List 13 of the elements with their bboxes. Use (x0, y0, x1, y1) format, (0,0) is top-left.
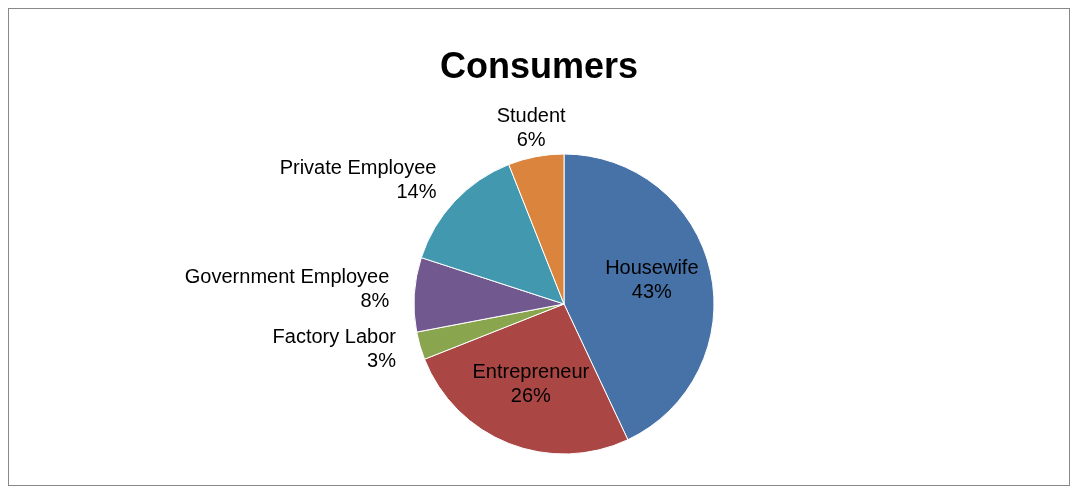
data-label: 43% (631, 280, 673, 303)
slice-label: Factory Labor (272, 324, 397, 347)
data-label: 14% (396, 180, 437, 203)
data-label: 26% (510, 383, 552, 406)
slice-label: Private Employee (279, 156, 437, 179)
data-label: 6% (516, 128, 546, 151)
slice-label: Housewife (605, 256, 699, 279)
slice-label: Entrepreneur (472, 359, 590, 382)
data-label: 3% (367, 348, 397, 371)
slice-label: Student (496, 104, 567, 127)
slice-label: Government Employee (184, 265, 390, 288)
chart-title: Consumers (438, 45, 640, 87)
data-label: 8% (360, 289, 390, 312)
